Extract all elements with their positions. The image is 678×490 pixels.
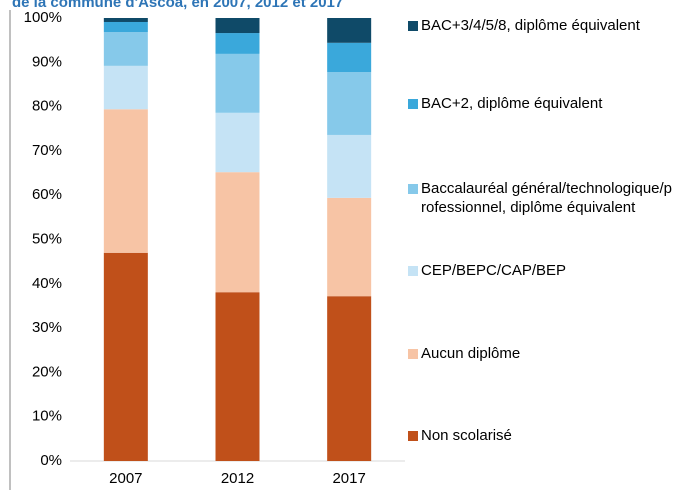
- legend-item: Baccalauréal général/technologique/profe…: [408, 179, 676, 217]
- y-tick-label: 10%: [32, 408, 62, 425]
- y-tick-label: 20%: [32, 363, 62, 380]
- bar-segment: [103, 109, 148, 253]
- x-tick-label: 2017: [332, 470, 365, 487]
- legend-item: Non scolarisé: [408, 426, 676, 445]
- x-tick-label: 2007: [109, 470, 142, 487]
- legend-item: BAC+2, diplôme équivalent: [408, 94, 676, 113]
- legend-label: Aucun diplôme: [421, 345, 521, 362]
- legend-label: Baccalauréal général/technologique/profe…: [421, 180, 673, 216]
- legend-item: Aucun diplôme: [408, 344, 676, 363]
- y-tick-label: 80%: [32, 98, 62, 115]
- bar-segment: [103, 65, 148, 110]
- legend-swatch: [408, 431, 418, 441]
- bar-segment: [215, 172, 260, 293]
- bar-segment: [103, 21, 148, 33]
- legend-label: Non scolarisé: [421, 427, 512, 444]
- bar-segment: [215, 18, 260, 34]
- bar-segment: [215, 53, 260, 113]
- bar-segment: [103, 252, 148, 461]
- x-tick-label: 2012: [221, 470, 254, 487]
- legend-swatch: [408, 21, 418, 31]
- legend-swatch: [408, 99, 418, 109]
- bar-segment: [215, 112, 260, 173]
- legend-label: BAC+2, diplôme équivalent: [421, 95, 603, 112]
- y-tick-label: 60%: [32, 186, 62, 203]
- y-tick-label: 30%: [32, 319, 62, 336]
- legend-item: BAC+3/4/5/8, diplôme équivalent: [408, 16, 676, 35]
- chart-title: de la commune d'Ascoa, en 2007, 2012 et …: [12, 0, 343, 11]
- legend-swatch: [408, 184, 418, 194]
- y-tick-label: 100%: [24, 9, 62, 26]
- y-tick-label: 40%: [32, 275, 62, 292]
- bar-segment: [215, 292, 260, 461]
- bar-segment: [327, 72, 372, 135]
- bar-segment: [215, 33, 260, 54]
- legend-label: CEP/BEPC/CAP/BEP: [421, 262, 567, 279]
- legend-swatch: [408, 266, 418, 276]
- y-tick-label: 0%: [40, 452, 62, 469]
- bar-segment: [327, 197, 372, 297]
- y-tick-label: 90%: [32, 53, 62, 70]
- y-tick-label: 50%: [32, 230, 62, 247]
- bar-segment: [103, 32, 148, 66]
- bar-segment: [327, 296, 372, 461]
- bar-segment: [327, 42, 372, 73]
- legend-item: CEP/BEPC/CAP/BEP: [408, 261, 676, 280]
- legend-swatch: [408, 349, 418, 359]
- y-tick-label: 70%: [32, 142, 62, 159]
- legend-label: BAC+3/4/5/8, diplôme équivalent: [421, 17, 640, 34]
- bar-segment: [327, 134, 372, 198]
- bar-segment: [327, 18, 372, 43]
- bar-segment: [103, 18, 148, 22]
